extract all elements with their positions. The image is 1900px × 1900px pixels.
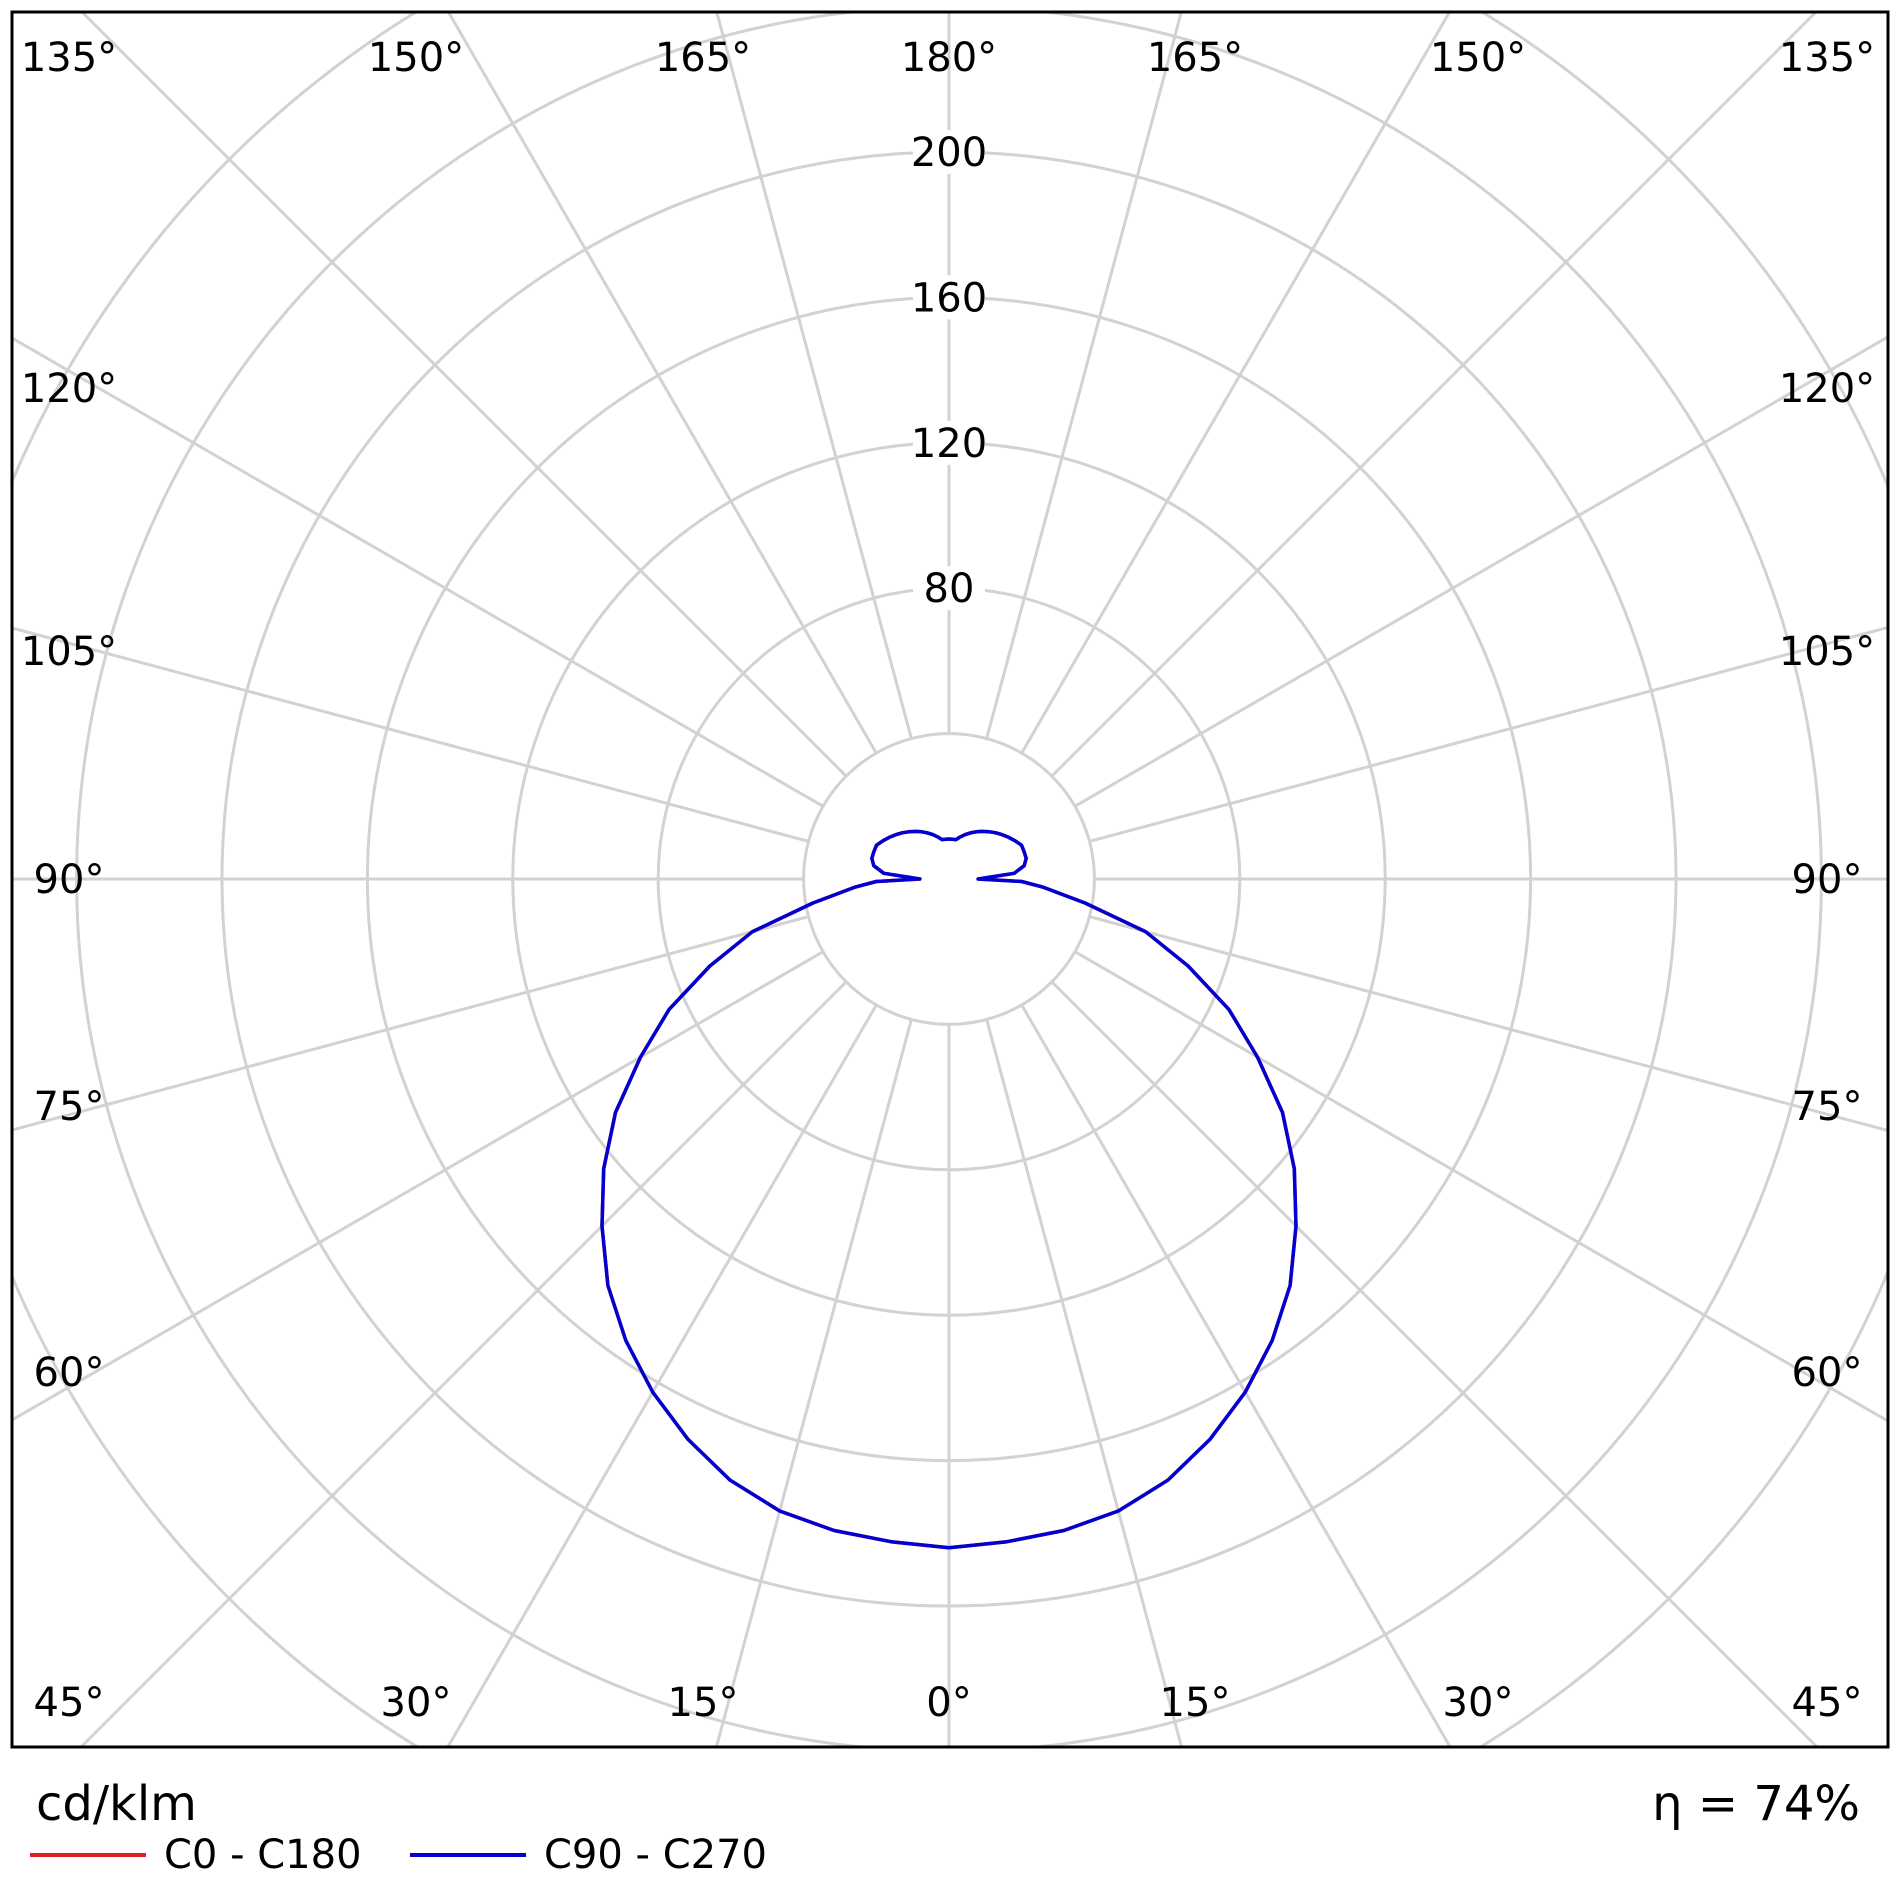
angle-label: 120°: [1779, 366, 1875, 412]
angle-label: 30°: [381, 1680, 452, 1726]
angle-label: 105°: [1779, 629, 1875, 675]
ring-label-bg: [913, 566, 985, 611]
angle-label: 60°: [34, 1350, 105, 1396]
ring-label: 80: [924, 566, 975, 612]
radial-gridline: [12, 950, 824, 1422]
ring-label: 160: [911, 275, 987, 321]
radial-gridline: [1050, 12, 1818, 778]
angle-label: 135°: [21, 35, 117, 81]
angle-label: 15°: [1160, 1680, 1231, 1726]
legend-item-c90-c270: C90 - C270: [410, 1832, 767, 1878]
radial-gridline: [715, 12, 913, 739]
angle-label: 165°: [1147, 35, 1243, 81]
ring-label-bg: [913, 275, 985, 320]
ring-gridline: [802, 732, 1096, 1026]
angle-label: 45°: [34, 1680, 105, 1726]
radial-gridline: [714, 1019, 913, 1747]
angle-label: 180°: [901, 35, 997, 81]
angle-label: 0°: [926, 1680, 971, 1726]
radial-gridline: [1050, 980, 1819, 1747]
angle-label: 105°: [21, 629, 117, 675]
legend-swatch-blue: [410, 1853, 526, 1857]
radial-gridline: [446, 1004, 878, 1747]
curves: [600, 829, 1298, 1550]
angle-label: 90°: [1792, 857, 1863, 903]
ring-gridline: [75, 12, 1823, 1747]
angle-label: 165°: [655, 35, 751, 81]
radial-gridline: [1074, 335, 1888, 808]
radial-gridline: [12, 336, 824, 808]
radial-gridline: [985, 12, 1183, 739]
legend-swatch-red: [30, 1853, 146, 1857]
angle-label: 150°: [368, 35, 464, 81]
labels: 80 120 160 200 135° 150° 165° 180° 165° 150° 135° 4…: [21, 35, 1875, 1726]
ring-label-bg: [913, 130, 985, 174]
angle-label: 15°: [668, 1680, 739, 1726]
radial-gridline: [1020, 12, 1451, 754]
legend-label: C90 - C270: [544, 1832, 767, 1878]
radial-gridline: [1074, 950, 1888, 1423]
radial-gridline: [1020, 1004, 1452, 1747]
angle-label: 75°: [1792, 1084, 1863, 1130]
radial-gridline: [447, 12, 878, 754]
radial-gridline: [12, 915, 809, 1132]
angle-label: 75°: [34, 1084, 105, 1130]
angle-label: 45°: [1792, 1680, 1863, 1726]
legend-label: C0 - C180: [164, 1832, 362, 1878]
radial-gridline: [1089, 915, 1888, 1133]
angle-label: 30°: [1443, 1680, 1514, 1726]
angle-label: 150°: [1430, 35, 1526, 81]
angle-label: 135°: [1779, 35, 1875, 81]
radial-gridline: [79, 980, 848, 1747]
efficiency-label: η = 74%: [1652, 1776, 1860, 1832]
unit-label: cd/klm: [36, 1776, 197, 1832]
intensity-curve-c90-c270: [600, 829, 1298, 1550]
plot-frame: [10, 10, 1890, 1749]
ring-label: 200: [911, 130, 987, 176]
angle-label: 60°: [1792, 1350, 1863, 1396]
ring-label-bg: [913, 420, 985, 465]
radial-gridline: [985, 1019, 1184, 1747]
ring-label: 120: [911, 421, 987, 467]
angle-label: 90°: [34, 857, 105, 903]
radial-gridline: [80, 12, 848, 778]
angle-label: 120°: [21, 366, 117, 412]
radial-gridline: [12, 626, 809, 843]
legend-item-c0-c180: C0 - C180: [30, 1832, 362, 1878]
radial-gridline: [1089, 625, 1888, 843]
